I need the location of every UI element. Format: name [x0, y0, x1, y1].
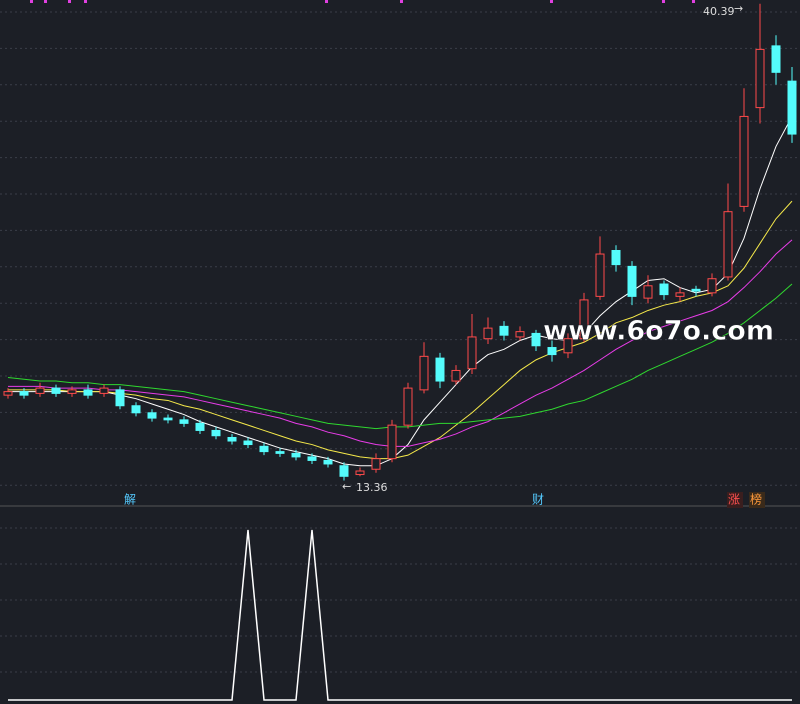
candle-body — [3, 391, 13, 396]
grid — [0, 11, 800, 673]
low-label: 13.36 — [356, 481, 388, 494]
candle-body — [323, 459, 333, 465]
marker: 榜 — [750, 492, 762, 507]
candle-body — [179, 419, 189, 424]
candle-body — [643, 285, 653, 299]
candle-body — [35, 387, 45, 394]
candle-body — [355, 470, 365, 476]
candle-body — [771, 45, 781, 73]
high-label: 40.39 — [703, 5, 735, 18]
indicator-line — [8, 529, 792, 701]
candle-body — [595, 253, 605, 297]
top-dots — [30, 0, 695, 3]
candle-body — [259, 445, 269, 453]
candle-body — [19, 391, 29, 396]
marker: 涨 — [728, 492, 740, 507]
candle-body — [387, 424, 397, 460]
marker-box — [727, 492, 743, 508]
candle-body — [147, 412, 157, 419]
candle-body — [67, 389, 77, 394]
candle-body — [435, 357, 445, 382]
candle-body — [563, 338, 573, 354]
candle-body — [291, 452, 301, 458]
candle-body — [195, 422, 205, 431]
candle-body — [755, 48, 765, 109]
arrow: → — [734, 2, 743, 15]
candle-body — [467, 336, 477, 370]
candle-body — [51, 387, 61, 394]
candle-body — [691, 288, 701, 292]
candle-body — [707, 278, 717, 294]
candle-body — [227, 436, 237, 442]
candle-body — [99, 387, 109, 394]
candle-body — [243, 440, 253, 446]
candle-body — [451, 369, 461, 382]
arrow: ← — [342, 480, 351, 493]
candle-body — [547, 347, 557, 356]
moving-average — [8, 116, 793, 467]
candle-body — [115, 389, 125, 407]
candle-body — [579, 299, 589, 340]
candle-body — [739, 115, 749, 207]
candle-body — [307, 456, 317, 461]
candle-body — [723, 211, 733, 278]
candle-body — [515, 331, 525, 338]
candle-body — [627, 265, 637, 297]
marker-box — [749, 492, 765, 508]
candle-body — [83, 389, 93, 396]
candle-body — [675, 292, 685, 297]
moving-average — [8, 239, 793, 447]
watermark: www.6o7o.com — [543, 316, 774, 347]
candle-body — [531, 332, 541, 347]
moving-average — [7, 283, 793, 430]
candle-body — [403, 387, 413, 426]
candle-body — [339, 465, 349, 477]
candle-body — [499, 325, 509, 336]
candle-body — [659, 283, 669, 296]
candle-body — [787, 80, 797, 135]
candle-body — [611, 250, 621, 266]
marker: 解 — [124, 493, 136, 507]
candle-body — [371, 458, 381, 470]
candle-body — [275, 451, 285, 454]
candle-body — [131, 405, 141, 414]
marker: 财 — [532, 493, 544, 507]
moving-average — [8, 200, 793, 460]
candle-body — [483, 327, 493, 340]
candle-body — [163, 417, 173, 421]
candle-body — [211, 429, 221, 437]
candle-body — [419, 355, 429, 391]
plot — [3, 3, 797, 701]
